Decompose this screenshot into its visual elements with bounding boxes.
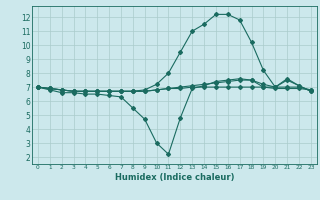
X-axis label: Humidex (Indice chaleur): Humidex (Indice chaleur) bbox=[115, 173, 234, 182]
